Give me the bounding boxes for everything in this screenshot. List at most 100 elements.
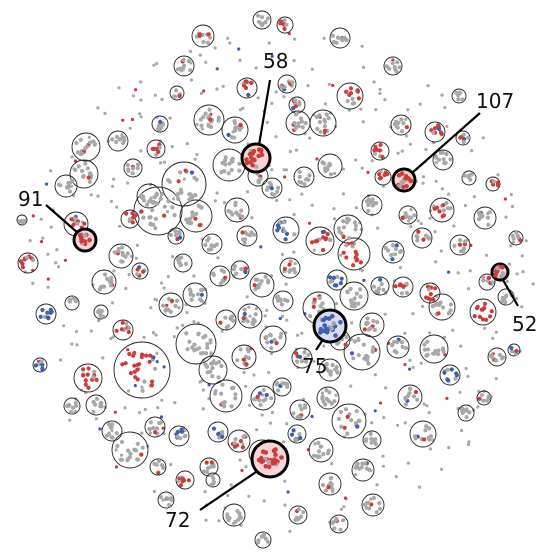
scatter-point — [41, 236, 45, 240]
cluster-member-point — [309, 240, 315, 245]
cluster-member-point — [294, 351, 299, 356]
cluster-member-point — [344, 89, 349, 94]
cluster-member-point — [219, 363, 224, 369]
cluster-member-point — [190, 214, 195, 219]
cluster-member-point — [208, 117, 213, 122]
scatter-point — [411, 312, 415, 316]
scatter-point — [359, 107, 363, 111]
scatter-point — [260, 413, 264, 417]
scatter-point — [267, 370, 271, 375]
cluster-member-point — [166, 496, 171, 501]
cluster-member-point — [353, 255, 358, 260]
scatter-point — [507, 262, 511, 266]
cluster-member-point — [457, 242, 463, 247]
cluster-member-point — [378, 277, 383, 282]
cluster-member-point — [279, 331, 284, 336]
cluster-member-point — [142, 379, 147, 384]
highlighted-member-point — [331, 321, 336, 326]
scatter-point — [418, 102, 422, 106]
cluster-circle — [227, 429, 251, 453]
cluster-member-point — [156, 470, 161, 475]
cluster-member-point — [238, 438, 243, 444]
cluster-circle — [221, 116, 249, 144]
cluster-member-point — [287, 262, 292, 267]
cluster-member-point — [203, 362, 208, 367]
cluster-member-point — [371, 345, 376, 350]
cluster-member-point — [168, 232, 173, 237]
scatter-point — [274, 135, 278, 139]
cluster-member-point — [132, 350, 137, 356]
cluster-member-point — [193, 193, 198, 198]
cluster-member-point — [448, 157, 453, 162]
cluster-circle — [419, 334, 449, 364]
highlighted-member-point — [399, 171, 405, 176]
scatter-point — [378, 87, 382, 91]
cluster-member-point — [246, 92, 251, 98]
cluster-member-point — [324, 362, 329, 367]
scatter-point — [110, 301, 115, 305]
cluster-member-point — [227, 161, 232, 166]
cluster-member-point — [362, 327, 367, 332]
scatter-point — [252, 373, 256, 377]
callout-label-75: 75 — [302, 354, 327, 378]
cluster-member-point — [216, 375, 221, 380]
cluster-circle — [113, 341, 171, 399]
scatter-point — [333, 171, 337, 176]
scatter-point — [221, 84, 225, 88]
cluster-member-point — [176, 257, 181, 262]
cluster-member-point — [436, 311, 441, 316]
cluster-member-point — [341, 225, 346, 230]
cluster-member-point — [438, 300, 443, 305]
scatter-point — [373, 373, 377, 377]
cluster-member-point — [294, 124, 299, 129]
cluster-member-point — [233, 392, 238, 397]
scatter-point — [283, 479, 287, 483]
cluster-member-point — [509, 349, 515, 354]
cluster-member-point — [304, 176, 309, 182]
scatter-point — [111, 335, 115, 339]
cluster-circle — [487, 347, 507, 367]
cluster-member-point — [454, 90, 459, 95]
scatter-point — [142, 335, 146, 339]
cluster-member-point — [320, 160, 325, 165]
scatter-point — [403, 421, 407, 425]
scatter-point — [373, 409, 377, 413]
scatter-point — [378, 401, 383, 405]
cluster-member-point — [40, 307, 45, 313]
scatter-point — [404, 117, 408, 121]
cluster-member-point — [345, 99, 350, 104]
cluster-circle — [370, 276, 390, 296]
scatter-point — [198, 53, 202, 57]
cluster-member-point — [484, 398, 490, 403]
cluster-circle — [64, 295, 80, 311]
cluster-circle — [469, 298, 497, 326]
cluster-member-point — [119, 439, 125, 445]
cluster-member-point — [68, 299, 73, 304]
scatter-point — [250, 216, 254, 220]
cluster-member-point — [444, 200, 449, 206]
cluster-member-point — [278, 335, 283, 340]
scatter-point — [199, 91, 204, 95]
scatter-point — [288, 198, 292, 202]
cluster-member-point — [485, 215, 490, 220]
cluster-member-point — [300, 125, 305, 130]
scatter-point — [161, 498, 165, 502]
cluster-member-point — [216, 118, 221, 123]
scatter-point — [503, 197, 507, 201]
cluster-circle — [476, 390, 492, 406]
cluster-member-point — [328, 279, 333, 285]
cluster-member-point — [362, 461, 368, 466]
scatter-point — [139, 149, 143, 153]
cluster-circle — [343, 333, 381, 371]
cluster-member-point — [486, 222, 491, 227]
cluster-member-point — [326, 116, 331, 121]
highlighted-member-point — [397, 183, 403, 189]
scatter-point — [215, 67, 219, 71]
cluster-member-point — [175, 434, 180, 439]
cluster-circle — [168, 425, 190, 447]
scatter-point — [159, 161, 163, 165]
cluster-member-point — [339, 276, 344, 281]
cluster-member-point — [317, 296, 322, 301]
cluster-member-point — [24, 255, 30, 260]
cluster-member-point — [338, 281, 343, 286]
